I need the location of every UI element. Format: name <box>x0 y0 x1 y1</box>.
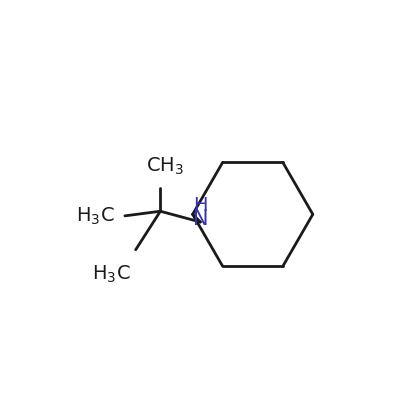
Text: $\mathregular{H_3C}$: $\mathregular{H_3C}$ <box>92 264 130 285</box>
Text: N: N <box>193 209 208 229</box>
Text: H: H <box>193 196 208 214</box>
Text: $\mathregular{CH_3}$: $\mathregular{CH_3}$ <box>146 156 184 177</box>
Text: $\mathregular{H_3C}$: $\mathregular{H_3C}$ <box>76 205 115 226</box>
